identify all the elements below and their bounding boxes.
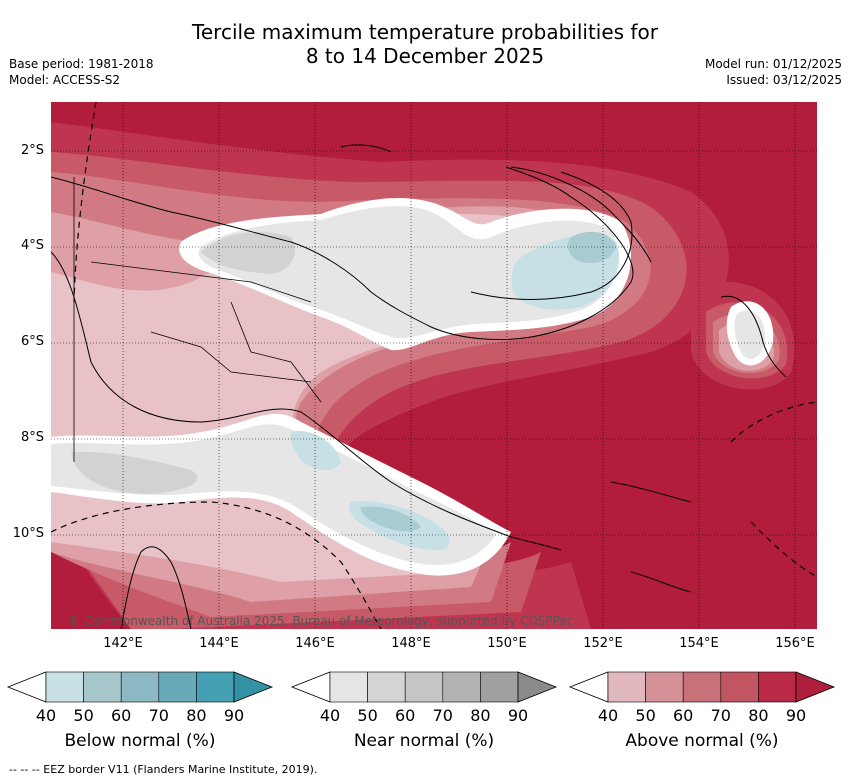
coast-australia-york <box>120 546 192 629</box>
zone-near-gray-north <box>198 206 618 339</box>
eez-east-2 <box>750 521 817 578</box>
coastlines <box>51 144 787 629</box>
colorbar-near <box>290 671 558 703</box>
colorbar-near-tick-90: 90 <box>507 706 529 725</box>
colorbar-near-right-arrow <box>517 671 558 703</box>
colorbar-near-tick-40: 40 <box>319 706 341 725</box>
zone-below-50-north <box>567 231 616 264</box>
lon-tick-148e: 148°E <box>391 636 431 651</box>
border-province-2 <box>150 331 312 383</box>
zone-near-gray-east <box>734 310 766 359</box>
colorbar-above-segment-40 <box>607 671 646 703</box>
colorbar-above-segment-50 <box>645 671 684 703</box>
colorbar-below-tick-80: 80 <box>186 706 207 725</box>
colorbar-label-below: Below normal (%) <box>64 731 216 751</box>
lat-tick-2s: 2°S <box>20 143 44 158</box>
zone-below-40-south-a <box>290 431 341 471</box>
base-period: Base period: 1981-2018 <box>9 57 154 71</box>
lat-tick-10s: 10°S <box>12 526 44 541</box>
zone-near-50-south <box>71 451 198 494</box>
meta-right: Model run: 01/12/2025 Issued: 03/12/2025 <box>705 56 842 88</box>
colorbar-near-segment-70 <box>442 671 481 703</box>
colorbar-above-tick-60: 60 <box>673 706 694 725</box>
colorbar-below-tick-70: 70 <box>148 706 169 725</box>
zone-near-50-north <box>201 232 295 274</box>
colorbar-near-tick-80: 80 <box>470 706 491 725</box>
colorbar-above-left-arrow <box>568 671 609 703</box>
lon-tick-152e: 152°E <box>583 636 623 651</box>
meta-left: Base period: 1981-2018 Model: ACCESS-S2 <box>9 56 154 88</box>
border-province-1 <box>90 261 312 303</box>
copyright-notice: © Commonwealth of Australia 2025, Bureau… <box>68 614 574 628</box>
colorbar-near-segment-80 <box>480 671 519 703</box>
colorbar-below-segment-60 <box>120 671 160 703</box>
province-borders <box>73 177 322 462</box>
colorbar-below-right-arrow <box>233 671 274 703</box>
colorbar-near-left-arrow <box>290 671 331 703</box>
title-line-1: Tercile maximum temperature probabilitie… <box>192 20 658 44</box>
colorbars <box>6 671 836 703</box>
coast-solomon-islands <box>610 481 692 593</box>
colorbar-below-tick-50: 50 <box>73 706 94 725</box>
lat-tick-8s: 8°S <box>20 430 44 445</box>
map-title: Tercile maximum temperature probabilitie… <box>0 20 850 68</box>
eez-east <box>730 401 817 443</box>
lat-tick-4s: 4°S <box>20 238 44 253</box>
colorbar-below-left-arrow <box>6 671 47 703</box>
colorbar-below-tick-90: 90 <box>223 706 245 725</box>
colorbar-near-segment-60 <box>404 671 444 703</box>
zone-below-50-south <box>360 506 421 532</box>
colorbar-below-segment-40 <box>45 671 84 703</box>
lat-tick-6s: 6°S <box>20 334 44 349</box>
model-name: Model: ACCESS-S2 <box>9 73 121 87</box>
colorbar-above-tick-40: 40 <box>597 706 619 725</box>
lon-tick-142e: 142°E <box>103 636 143 651</box>
title-line-2: 8 to 14 December 2025 <box>305 44 545 68</box>
model-run: Model run: 01/12/2025 <box>704 57 842 71</box>
colorbar-above-right-arrow <box>795 671 836 703</box>
colorbar-near-tick-50: 50 <box>357 706 378 725</box>
colorbar-below-segment-50 <box>83 671 122 703</box>
coast-new-guinea-north <box>51 166 634 340</box>
colorbar-above-segment-70 <box>720 671 759 703</box>
colorbar-above-segment-60 <box>682 671 722 703</box>
eez-borders <box>51 102 817 629</box>
coast-new-guinea-south <box>51 251 562 551</box>
colorbar-above-segment-80 <box>758 671 797 703</box>
lon-tick-144e: 144°E <box>199 636 239 651</box>
colorbar-below-tick-60: 60 <box>111 706 132 725</box>
gridlines <box>51 102 817 629</box>
colorbar-above-tick-80: 80 <box>748 706 769 725</box>
colorbar-above-tick-50: 50 <box>635 706 656 725</box>
colorbar-below-segment-80 <box>196 671 235 703</box>
border-province-3 <box>230 301 322 403</box>
eez-footer-note: -- -- -- EEZ border V11 (Flanders Marine… <box>9 763 318 776</box>
eez-south <box>51 501 382 629</box>
lon-tick-150e: 150°E <box>487 636 527 651</box>
colorbar-label-above: Above normal (%) <box>625 731 779 751</box>
coast-new-ireland <box>510 166 652 263</box>
colorbar-label-near: Near normal (%) <box>353 731 495 751</box>
colorbar-above <box>568 671 836 703</box>
lon-tick-154e: 154°E <box>679 636 719 651</box>
issued-date: Issued: 03/12/2025 <box>726 73 842 87</box>
eez-west <box>73 102 97 303</box>
colorbar-below <box>6 671 274 703</box>
lon-tick-146e: 146°E <box>295 636 335 651</box>
lon-tick-156e: 156°E <box>775 636 815 651</box>
probability-map <box>51 102 817 629</box>
colorbar-near-segment-50 <box>367 671 406 703</box>
colorbar-above-tick-70: 70 <box>710 706 731 725</box>
colorbar-near-tick-70: 70 <box>432 706 453 725</box>
colorbar-near-tick-60: 60 <box>395 706 416 725</box>
coast-new-britain <box>470 171 633 300</box>
colorbar-below-tick-40: 40 <box>35 706 57 725</box>
colorbar-near-segment-40 <box>329 671 368 703</box>
colorbar-below-segment-70 <box>158 671 197 703</box>
coast-manus <box>340 144 392 153</box>
coast-bougainville <box>720 295 787 378</box>
colorbar-above-tick-90: 90 <box>785 706 807 725</box>
